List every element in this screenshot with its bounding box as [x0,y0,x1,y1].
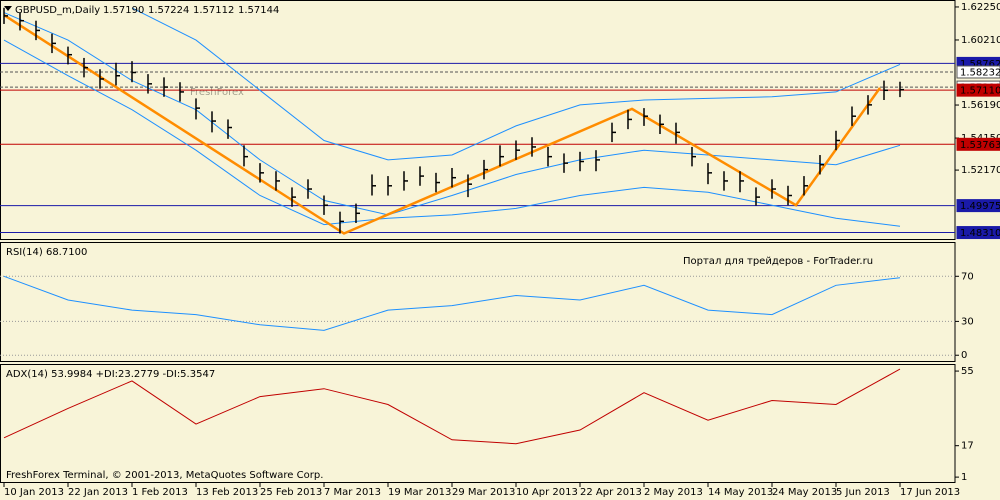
panel-frame [0,364,956,483]
level-label-box [956,83,1000,97]
level-label-box [956,65,1000,79]
band-line [3,12,901,216]
y-tick-label: 0 [961,350,967,361]
menu-triangle [4,6,12,11]
level-label: 1.57110 [960,86,1000,97]
x-tick-label: 25 Feb 2013 [260,487,322,498]
y-tick-label: 1 [961,472,967,483]
y-tick-label: 30 [961,316,974,327]
ohlc-info: 1.57224 [148,5,189,16]
y-tick-label: 1.52170 [961,165,1000,176]
y-tick-label: 70 [961,271,974,282]
panel-title: ADX(14) 53.9984 +DI:23.2779 -DI:5.3547 [6,369,215,380]
chart-title: GBPUSD_m,Daily [15,5,100,16]
level-label-box [956,226,1000,240]
level-label: 1.58762 [960,59,1000,70]
x-tick-label: 2 May 2013 [644,487,703,498]
ohlc-info: 1.57190 [103,5,144,16]
x-tick-label: 7 Mar 2013 [324,487,381,498]
ohlc-info: 1.57144 [238,5,279,16]
x-tick-label: 22 Apr 2013 [580,487,642,498]
x-tick-label: 10 Apr 2013 [516,487,578,498]
level-label-box [956,137,1000,151]
y-tick-label: 17 [961,441,974,452]
level-label: 1.58232 [960,67,1000,78]
y-tick-label: 55 [961,366,974,377]
level-label: 1.53763 [960,140,1000,151]
band-line [131,7,901,161]
x-tick-label: 29 Mar 2013 [452,487,515,498]
ohlc-info: 1.57112 [193,5,234,16]
indicator-line [3,368,901,445]
x-tick-label: 13 Feb 2013 [196,487,258,498]
indicator-line [3,275,901,331]
y-tick-label: 1.60210 [961,35,1000,46]
footer: FreshForex Terminal, © 2001-2013, MetaQu… [6,470,323,481]
zigzag [3,14,882,235]
panel-title: RSI(14) 68.7100 [6,247,87,258]
x-tick-label: 19 Mar 2013 [388,487,451,498]
panel-frame [0,0,956,240]
watermark: FreshForex [190,87,244,98]
x-tick-label: 22 Jan 2013 [68,487,128,498]
x-tick-label: 14 May 2013 [708,487,773,498]
x-tick-label: 10 Jan 2013 [4,487,64,498]
y-tick-label: 1.56190 [961,100,1000,111]
level-label: 1.49975 [960,201,1000,212]
level-label: 1.48310 [960,228,1000,239]
x-tick-label: 1 Feb 2013 [132,487,188,498]
y-tick-label: 1.62250 [961,2,1000,13]
level-label-box [956,199,1000,213]
x-tick-label: 17 Jun 2013 [900,487,960,498]
panel-frame [0,242,956,362]
x-tick-label: 5 Jun 2013 [836,487,890,498]
x-tick-label: 24 May 2013 [772,487,837,498]
band-line [3,39,901,227]
panel-subtitle: Портал для трейдеров - ForTrader.ru [683,256,873,267]
